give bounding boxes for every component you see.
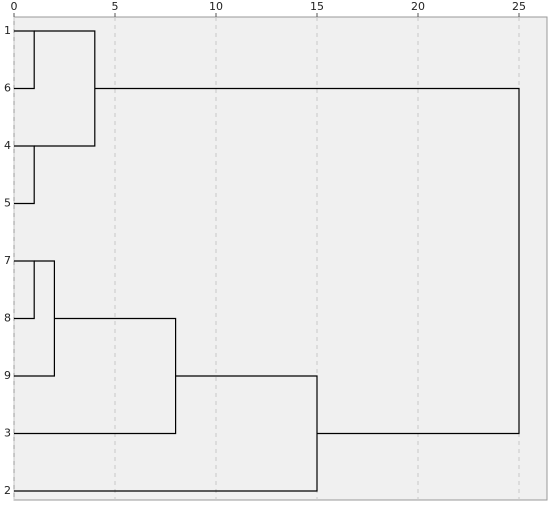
leaf-label: 3 <box>4 427 11 440</box>
leaf-label: 7 <box>4 254 11 267</box>
leaf-label: 5 <box>4 197 11 210</box>
leaf-label: 1 <box>4 24 11 37</box>
merge-link <box>14 30 35 90</box>
leaf-label: 2 <box>4 484 11 497</box>
leaf-label: 9 <box>4 369 11 382</box>
leaf-label: 8 <box>4 312 11 325</box>
x-tick-label: 5 <box>112 0 119 13</box>
leaf-label: 4 <box>4 139 11 152</box>
merge-link <box>94 87 520 435</box>
x-tick-label: 0 <box>11 0 18 13</box>
plot-area <box>13 16 548 501</box>
merge-link <box>14 260 35 320</box>
x-tick-label: 15 <box>310 0 324 13</box>
merge-link <box>14 145 35 205</box>
x-tick-label: 10 <box>209 0 223 13</box>
x-tick-label: 20 <box>411 0 425 13</box>
x-tick-label: 25 <box>512 0 526 13</box>
leaf-label: 6 <box>4 82 11 95</box>
